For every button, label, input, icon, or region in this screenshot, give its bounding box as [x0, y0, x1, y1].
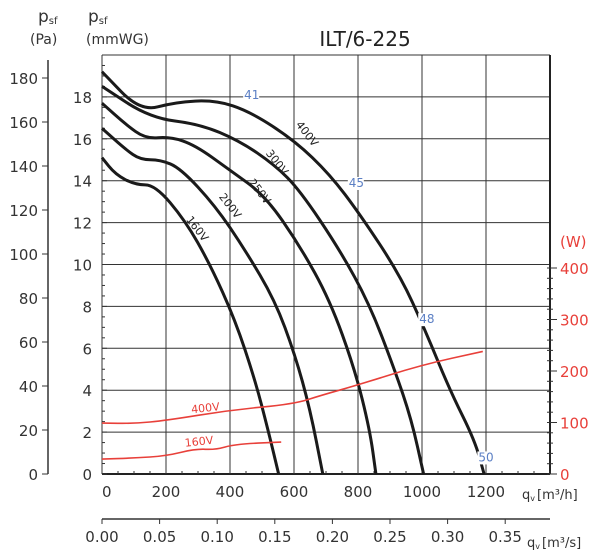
x-tick-label: 1000 — [403, 483, 441, 501]
y-tick-label-w: 100 — [560, 415, 589, 433]
efficiency-label-bg — [243, 88, 260, 102]
y-tick-label-pa: 180 — [9, 70, 38, 88]
power-curve-160V — [101, 441, 282, 460]
x-tick-label: 800 — [344, 483, 373, 501]
x-tick-label: 600 — [280, 483, 309, 501]
subscript: sf — [99, 16, 108, 27]
y-tick-label-w: 400 — [560, 260, 589, 278]
y-tick-label-w: 300 — [560, 312, 589, 330]
efficiency-label-bg — [347, 176, 364, 190]
efficiency-label: 45 — [349, 176, 364, 190]
y-tick-label-mmwg: 18 — [73, 89, 92, 107]
unit: (Pa) — [30, 32, 57, 48]
subscript: sf — [49, 16, 58, 27]
y-tick-label-mmwg: 4 — [82, 382, 92, 400]
pressure-curve-label: 300V — [263, 147, 291, 178]
pressure-curve-250V — [100, 102, 378, 475]
symbol: q — [527, 536, 535, 551]
y-tick-label-pa: 60 — [19, 334, 38, 352]
power-curve-label: 400V — [191, 400, 221, 416]
unit: [m³/h] — [537, 488, 578, 503]
y-tick-label-mmwg: 8 — [82, 298, 92, 316]
x2-axis-title: qv [m³/s] — [527, 536, 581, 551]
y-tick-label-mmwg: 16 — [73, 131, 92, 149]
y-axis-pa-title: psf (Pa) — [30, 7, 58, 48]
subscript: v — [535, 542, 540, 551]
symbol: q — [522, 488, 530, 503]
x2-tick-label: 0.30 — [431, 528, 464, 546]
chart-title: ILT/6-225 — [319, 27, 410, 51]
x-tick-label: 1200 — [467, 483, 505, 501]
pressure-curve-200V — [100, 127, 325, 475]
x2-tick-label: 0.25 — [373, 528, 406, 546]
y-tick-label-mmwg: 12 — [73, 215, 92, 233]
y-tick-label-pa: 120 — [9, 202, 38, 220]
y-tick-label-pa: 0 — [28, 466, 38, 484]
svg-text:psf: psf — [88, 7, 108, 27]
y-tick-label-w: 200 — [560, 363, 589, 381]
subscript: v — [530, 494, 535, 503]
efficiency-label-bg — [477, 451, 494, 465]
pressure-curve-400V — [100, 70, 486, 475]
efficiency-label-bg — [418, 313, 435, 327]
efficiency-label: 48 — [419, 312, 434, 326]
svg-text:psf: psf — [38, 7, 58, 27]
x-tick-label: 0 — [102, 483, 112, 501]
y-tick-label-pa: 100 — [9, 246, 38, 264]
pressure-curve-160V — [100, 156, 281, 475]
x-axis-title: qv [m³/h] — [522, 488, 578, 503]
power-curve-label: 160V — [184, 434, 214, 450]
x2-tick-label: 0.00 — [85, 528, 118, 546]
y-axis-mmwg-title: psf (mmWG) — [86, 7, 149, 48]
x-tick-label: 200 — [152, 483, 181, 501]
x2-tick-label: 0.05 — [143, 528, 176, 546]
x-tick-label: 400 — [216, 483, 245, 501]
y-tick-label-pa: 140 — [9, 158, 38, 176]
axes: 0 200 400 600 800 1000 12000246810121416180204… — [9, 54, 589, 546]
y-axis-w-title: (W) — [560, 233, 587, 251]
power-curve-400V — [101, 350, 483, 425]
y-tick-label-mmwg: 0 — [82, 466, 92, 484]
x2-tick-label: 0.15 — [258, 528, 291, 546]
efficiency-label: 50 — [478, 450, 493, 464]
y-tick-label-mmwg: 14 — [73, 173, 92, 191]
y-tick-label-pa: 160 — [9, 114, 38, 132]
series — [100, 70, 486, 475]
y-tick-label-mmwg: 2 — [82, 424, 92, 442]
x2-tick-label: 0.35 — [488, 528, 521, 546]
y-tick-label-mmwg: 10 — [73, 257, 92, 275]
symbol: p — [38, 7, 49, 27]
x2-tick-label: 0.20 — [316, 528, 349, 546]
pressure-curve-300V — [101, 85, 426, 475]
symbol: p — [88, 7, 99, 27]
y-tick-label-pa: 20 — [19, 422, 38, 440]
grid — [101, 54, 551, 475]
y-tick-label-pa: 80 — [19, 290, 38, 308]
y-tick-label-pa: 40 — [19, 378, 38, 396]
x2-tick-label: 0.10 — [200, 528, 233, 546]
unit: (mmWG) — [86, 32, 149, 48]
y-tick-label-mmwg: 6 — [82, 340, 92, 358]
y-tick-label-w: 0 — [560, 466, 570, 484]
efficiency-label: 41 — [244, 88, 259, 102]
unit: [m³/s] — [542, 536, 581, 551]
